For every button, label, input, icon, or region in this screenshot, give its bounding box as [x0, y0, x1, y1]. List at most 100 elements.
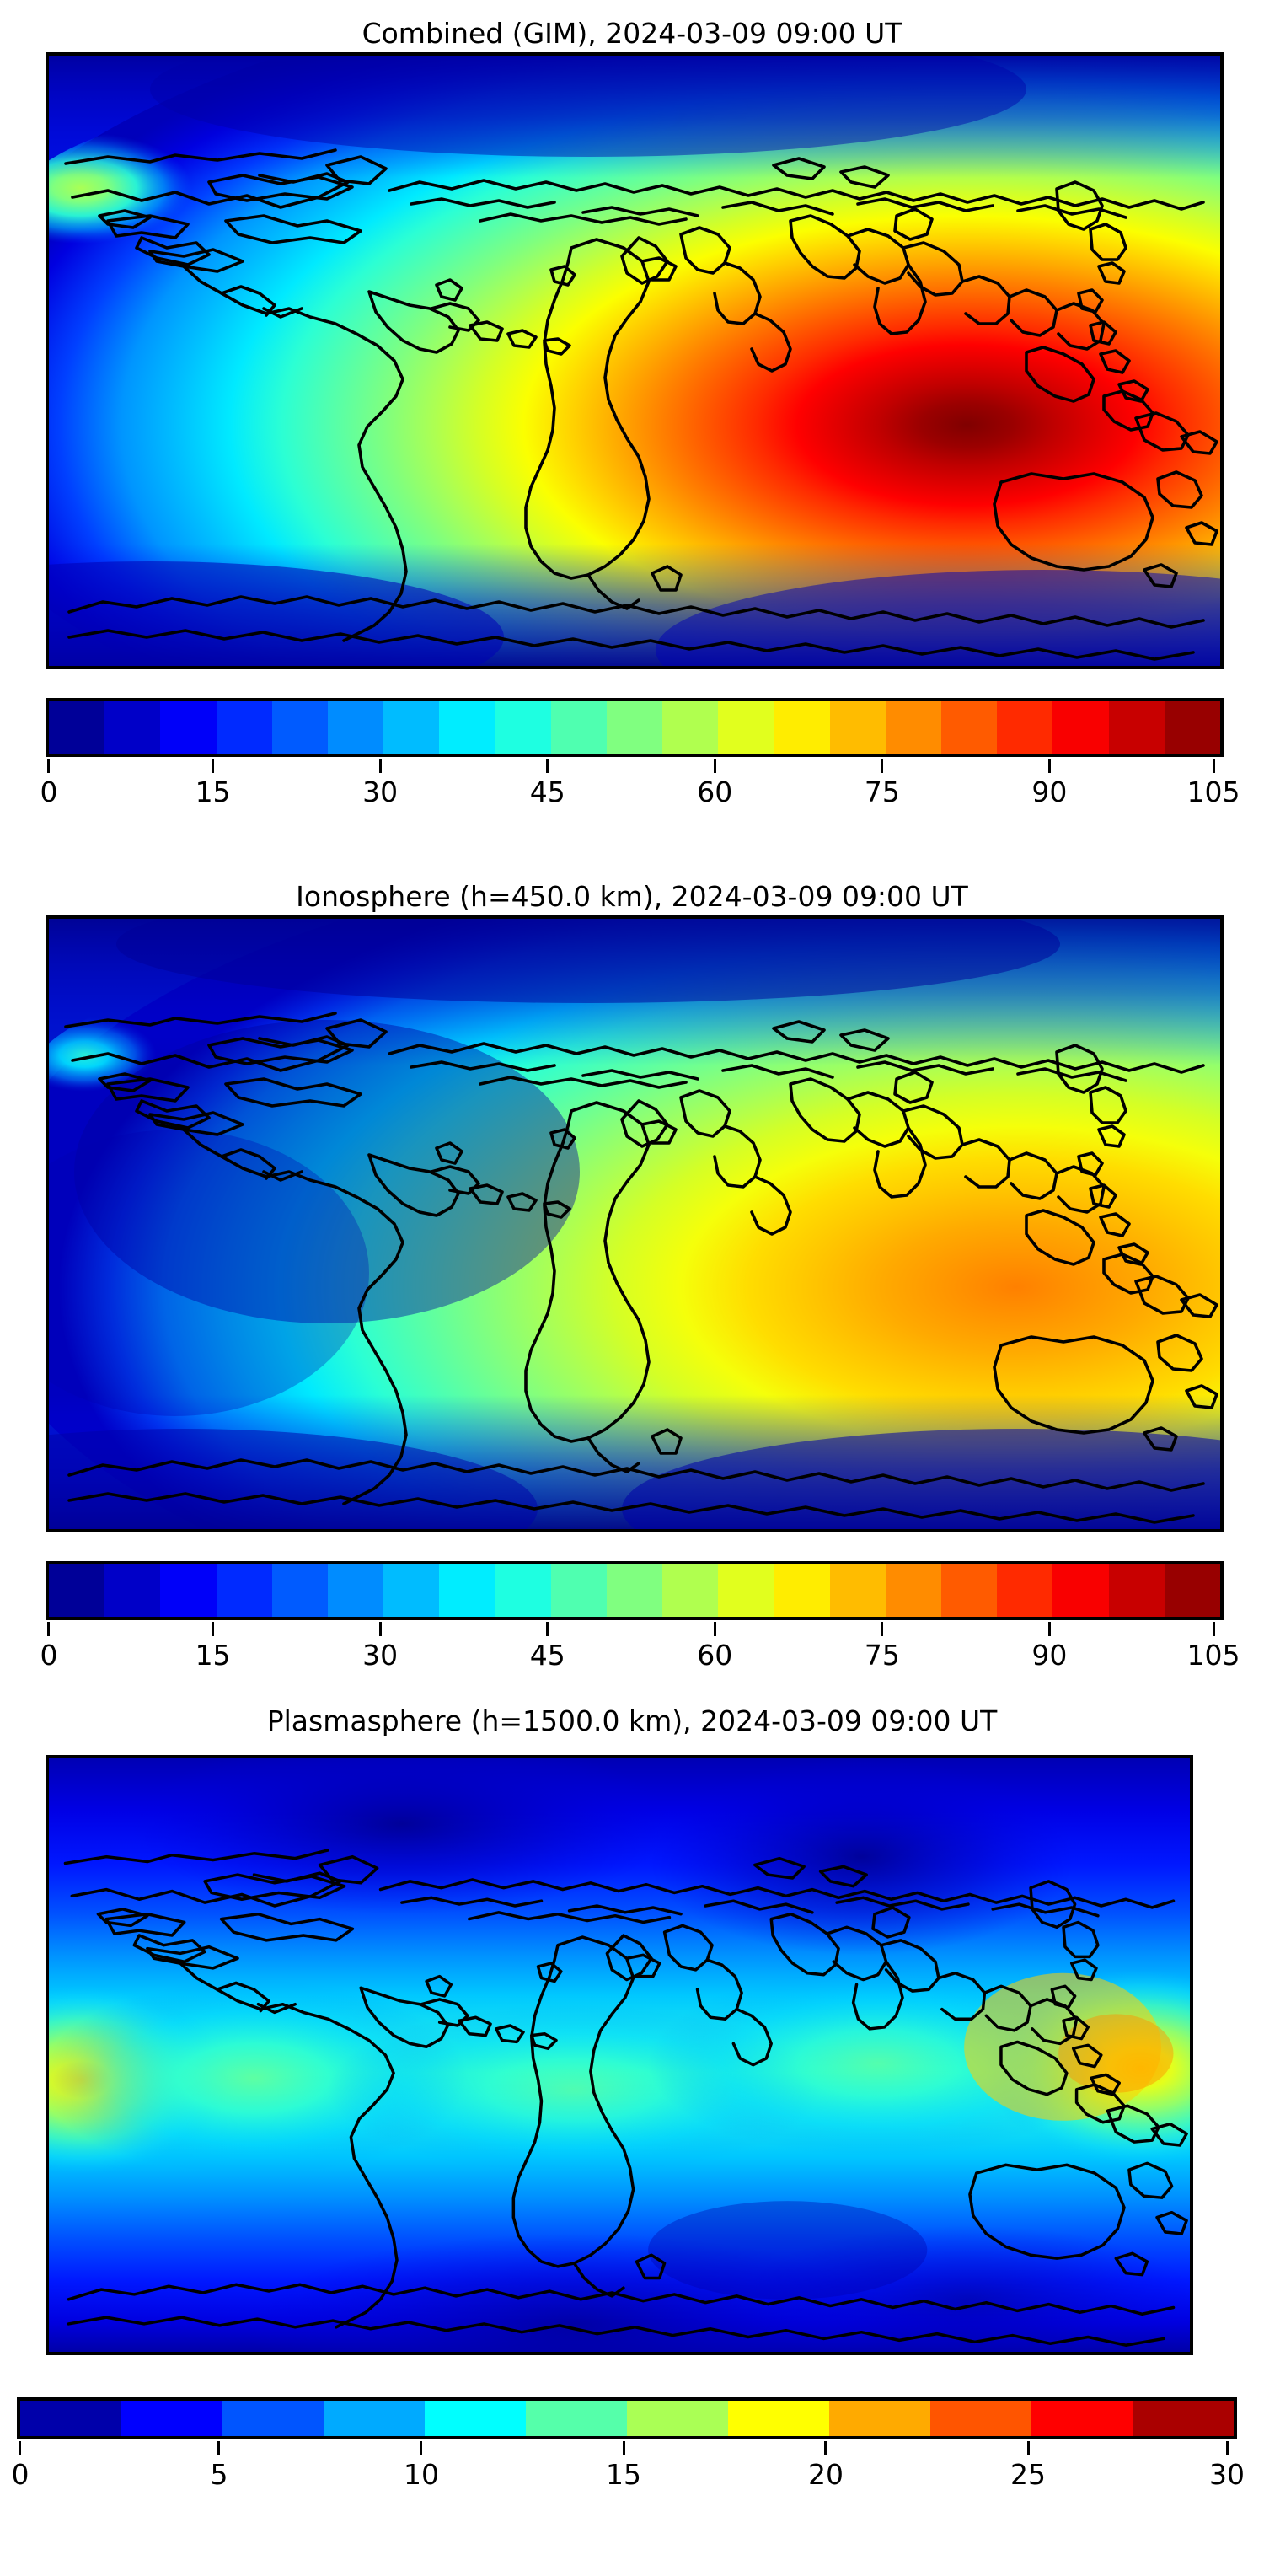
colorbar-tick — [212, 759, 215, 773]
colorbar-band — [439, 1564, 495, 1617]
colorbar-band — [627, 2401, 728, 2436]
colorbar-band — [774, 701, 830, 754]
colorbar-tick-label: 30 — [362, 775, 399, 808]
map-ionosphere — [46, 915, 1224, 1532]
colorbar-ionosphere[interactable] — [46, 1561, 1224, 1620]
colorbar-tick — [1226, 2441, 1229, 2455]
colorbar-tick-label: 30 — [362, 1639, 399, 1672]
colorbar-band — [728, 2401, 829, 2436]
colorbar-band — [930, 2401, 1031, 2436]
colorbar-band — [383, 701, 440, 754]
colorbar-tick-label: 15 — [195, 775, 231, 808]
colorbar-tick-label: 105 — [1186, 1639, 1240, 1672]
panel-title-plasmasphere: Plasmasphere (h=1500.0 km), 2024-03-09 0… — [266, 1704, 998, 1737]
colorbar-band — [1133, 2401, 1234, 2436]
colorbar-tick-label: 20 — [808, 2458, 844, 2491]
colorbar-band — [216, 701, 272, 754]
colorbar-tick — [824, 2441, 827, 2455]
colorbar-band — [160, 1564, 217, 1617]
colorbar-tick-label: 15 — [195, 1639, 231, 1672]
colorbar-tick-label: 105 — [1186, 775, 1240, 808]
map-combined-svg — [49, 56, 1220, 666]
colorbar-tick — [1213, 1622, 1215, 1636]
colorbar-band — [550, 1564, 607, 1617]
colorbar-band — [327, 1564, 384, 1617]
colorbar-tick-label: 90 — [1031, 1639, 1068, 1672]
colorbar-tick-label: 25 — [1010, 2458, 1046, 2491]
colorbar-ionosphere-ticks — [46, 1622, 1217, 1757]
colorbar-tick-label: 30 — [1209, 2458, 1245, 2491]
colorbar-band — [327, 701, 384, 754]
colorbar-band — [271, 1564, 328, 1617]
colorbar-band — [718, 701, 774, 754]
colorbar-tick — [1213, 759, 1215, 773]
colorbar-tick — [1026, 2441, 1030, 2455]
colorbar-band — [160, 701, 217, 754]
colorbar-band — [829, 2401, 930, 2436]
colorbar-tick-label: 45 — [529, 775, 565, 808]
colorbar-tick — [1047, 1622, 1051, 1636]
colorbar-tick-label: 0 — [40, 775, 58, 808]
colorbar-tick — [212, 1622, 215, 1636]
colorbar-band — [1052, 701, 1109, 754]
colorbar-band — [662, 1564, 719, 1617]
colorbar-plasmasphere[interactable] — [17, 2397, 1237, 2439]
colorbar-tick-label: 60 — [697, 1639, 733, 1672]
colorbar-tick-label: 10 — [404, 2458, 439, 2491]
colorbar-band — [495, 701, 551, 754]
colorbar-band — [1031, 2401, 1133, 2436]
colorbar-tick — [378, 1622, 382, 1636]
colorbar-band — [606, 1564, 663, 1617]
colorbar-band — [425, 2401, 526, 2436]
colorbar-combined[interactable] — [46, 698, 1224, 757]
colorbar-tick-label: 0 — [40, 1639, 58, 1672]
map-plasmasphere — [46, 1755, 1193, 2355]
map-plasmasphere-svg — [49, 1758, 1190, 2352]
colorbar-combined-ticks — [46, 759, 1217, 894]
colorbar-tick — [713, 759, 716, 773]
colorbar-band — [222, 2401, 324, 2436]
map-combined-gim — [46, 52, 1224, 669]
colorbar-band — [1164, 701, 1220, 754]
colorbar-tick — [378, 759, 382, 773]
colorbar-band — [1052, 1564, 1109, 1617]
colorbar-band — [1108, 701, 1165, 754]
colorbar-tick — [47, 1622, 50, 1636]
colorbar-tick — [881, 1622, 884, 1636]
colorbar-ionosphere-wrap: 0 15 30 45 60 75 90 105 — [40, 1561, 1240, 1696]
colorbar-band — [1164, 1564, 1220, 1617]
colorbar-band — [1108, 1564, 1165, 1617]
colorbar-combined-wrap: 0 15 30 45 60 75 90 105 — [40, 698, 1240, 833]
colorbar-tick — [713, 1622, 716, 1636]
colorbar-band — [997, 1564, 1053, 1617]
colorbar-tick-label: 75 — [864, 775, 900, 808]
colorbar-tick — [546, 759, 549, 773]
colorbar-tick — [217, 2441, 221, 2455]
colorbar-tick-label: 5 — [210, 2458, 228, 2491]
colorbar-band — [271, 701, 328, 754]
colorbar-tick — [546, 1622, 549, 1636]
panel-plasmasphere: Plasmasphere (h=1500.0 km), 2024-03-09 0… — [0, 1704, 1264, 1737]
colorbar-band — [941, 1564, 998, 1617]
map-ionosphere-svg — [49, 919, 1220, 1529]
colorbar-tick — [1047, 759, 1051, 773]
coastlines — [64, 1012, 1218, 1524]
colorbar-band — [383, 1564, 440, 1617]
colorbar-plasmasphere-ticks — [17, 2441, 1230, 2576]
colorbar-band — [49, 1564, 105, 1617]
colorbar-band — [829, 1564, 886, 1617]
colorbar-tick — [47, 759, 50, 773]
colorbar-tick-label: 60 — [697, 775, 733, 808]
colorbar-band — [20, 2401, 121, 2436]
panel-title-combined: Combined (GIM), 2024-03-09 09:00 UT — [362, 17, 902, 50]
colorbar-band — [439, 701, 495, 754]
colorbar-tick-label: 90 — [1031, 775, 1068, 808]
colorbar-band — [216, 1564, 272, 1617]
colorbar-tick-label: 75 — [864, 1639, 900, 1672]
colorbar-tick — [622, 2441, 625, 2455]
colorbar-band — [121, 2401, 222, 2436]
colorbar-band — [662, 701, 719, 754]
panel-combined-gim: Combined (GIM), 2024-03-09 09:00 UT — [0, 17, 1264, 50]
colorbar-band — [550, 701, 607, 754]
